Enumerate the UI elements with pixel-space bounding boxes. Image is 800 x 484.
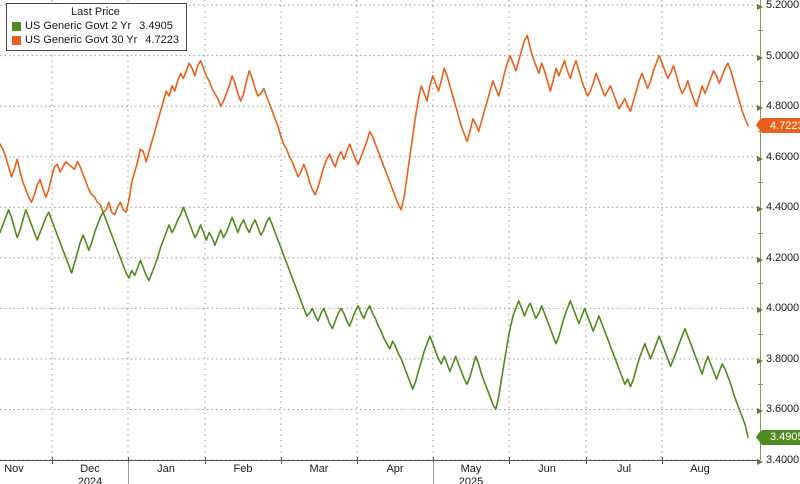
y-tick-4.2000: 4.2000 — [757, 251, 800, 265]
y-tick-arrow-icon — [757, 457, 764, 465]
y-tick-arrow-icon — [757, 355, 764, 364]
x-tick-mark — [52, 457, 53, 464]
y-axis[interactable]: 5.2000 5.0000 4.8000 4.6000 4.4000 4.2000 4.00… — [756, 0, 800, 466]
y-tick-3.6000: 3.6000 — [757, 402, 800, 416]
year-divider — [128, 462, 129, 484]
x-axis-label-may: May — [460, 463, 482, 475]
x-axis-label-jun: Jun — [538, 463, 556, 475]
y-tick-minor — [758, 384, 763, 386]
y-tick-4.6000: 4.6000 — [757, 150, 800, 164]
y-tick-3.4000: 3.4000 — [757, 453, 800, 467]
y-tick-4.4000: 4.4000 — [757, 200, 800, 214]
y-tick-arrow-icon — [757, 305, 764, 314]
y-tick-label: 4.4000 — [766, 201, 800, 214]
y-tick-minor — [758, 232, 763, 234]
y-tick-arrow-icon — [757, 254, 764, 263]
y-tick-label: 3.6000 — [766, 403, 800, 416]
y-tick-5.2000: 5.2000 — [757, 0, 800, 12]
series-line-30yr — [0, 34, 749, 216]
legend-item-2yr[interactable]: US Generic Govt 2 Yr 3.4905 — [12, 19, 179, 33]
year-divider — [433, 462, 434, 484]
x-tick-mark — [357, 457, 358, 464]
last-price-callout-2yr: 3.4905 — [756, 429, 800, 445]
y-tick-arrow-icon — [757, 2, 764, 11]
y-tick-arrow-icon — [757, 52, 764, 61]
x-tick-mark — [662, 457, 663, 464]
y-tick-4.8000: 4.8000 — [757, 99, 800, 113]
legend-swatch-green — [12, 21, 21, 31]
y-tick-minor — [758, 182, 763, 183]
x-tick-mark — [281, 457, 282, 464]
y-tick-arrow-icon — [757, 204, 764, 213]
y-tick-5.0000: 5.0000 — [757, 49, 800, 63]
y-tick-arrow-icon — [757, 406, 764, 415]
series-lines — [0, 34, 749, 438]
legend-label-30yr: US Generic Govt 30 Yr — [25, 34, 138, 46]
legend-box: Last Price US Generic Govt 2 Yr 3.4905 U… — [6, 3, 187, 51]
legend-title: Last Price — [71, 6, 120, 18]
y-tick-minor — [758, 333, 763, 335]
x-axis-label-dec: Dec — [80, 463, 100, 475]
x-tick-mark — [205, 457, 206, 464]
vertical-gridlines — [51, 0, 663, 460]
x-axis-year-label: 2025 — [458, 476, 484, 484]
horizontal-gridlines — [0, 4, 760, 460]
last-price-callout-30yr: 4.7223 — [756, 118, 800, 134]
x-axis-year-label: 2024 — [77, 476, 103, 484]
x-axis[interactable]: Nov Dec Jan Feb Mar Apr May Jun Jul Aug 2024 2025 — [0, 457, 760, 484]
x-axis-label-mar: Mar — [309, 463, 329, 475]
y-tick-4.0000: 4.0000 — [757, 301, 800, 315]
legend-value-30yr: 4.7223 — [145, 34, 179, 46]
x-axis-label-jan: Jan — [157, 463, 175, 475]
x-axis-label-jul: Jul — [616, 463, 632, 475]
x-tick-mark — [128, 457, 129, 464]
y-tick-arrow-icon — [757, 153, 764, 162]
y-tick-3.8000: 3.8000 — [757, 352, 800, 366]
x-axis-label-apr: Apr — [386, 463, 404, 475]
y-tick-minor — [758, 30, 763, 32]
legend-value-2yr: 3.4905 — [139, 20, 173, 32]
y-tick-label: 4.6000 — [766, 150, 800, 163]
x-tick-mark — [586, 457, 587, 464]
legend-label-2yr: US Generic Govt 2 Yr — [25, 20, 132, 32]
y-tick-label: 4.2000 — [766, 251, 800, 264]
series-line-2yr — [0, 206, 749, 438]
x-tick-mark — [433, 457, 434, 464]
x-axis-label-feb: Feb — [233, 463, 253, 475]
y-tick-minor — [758, 283, 763, 285]
y-tick-label: 4.8000 — [766, 100, 800, 113]
y-tick-label: 5.0000 — [766, 49, 800, 62]
y-tick-label: 4.0000 — [766, 302, 800, 315]
legend-item-30yr[interactable]: US Generic Govt 30 Yr 4.7223 — [12, 33, 179, 47]
x-axis-line — [0, 460, 760, 461]
y-tick-minor — [758, 80, 763, 82]
chart-canvas — [0, 0, 760, 460]
y-tick-label: 3.8000 — [766, 352, 800, 365]
x-axis-label-aug: Aug — [690, 463, 710, 475]
x-axis-label-nov: Nov — [4, 463, 24, 475]
callout-value-2yr: 3.4905 — [770, 431, 800, 444]
y-tick-arrow-icon — [757, 103, 764, 112]
x-tick-mark — [509, 457, 510, 464]
callout-value-30yr: 4.7223 — [770, 119, 800, 132]
legend-swatch-orange — [12, 35, 21, 45]
y-tick-label: 5.2000 — [766, 0, 800, 12]
plot-area — [0, 0, 760, 460]
y-tick-label: 3.4000 — [766, 454, 800, 466]
y-axis-line — [760, 0, 761, 460]
